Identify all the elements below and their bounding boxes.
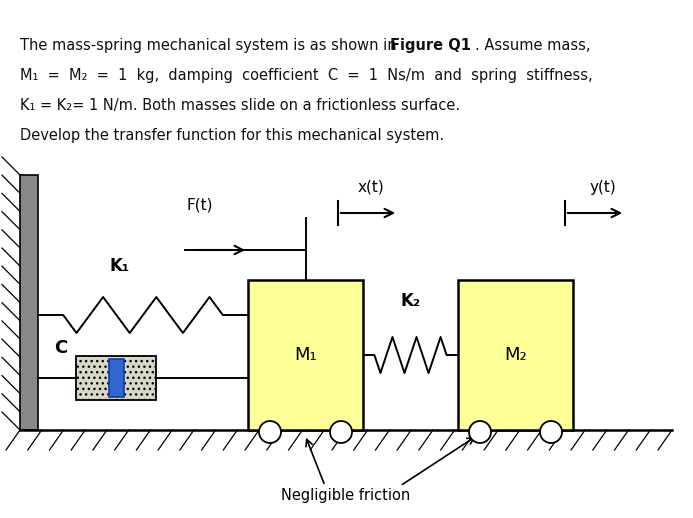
Circle shape — [330, 421, 352, 443]
Text: K₁ = K₂= 1 N/m. Both masses slide on a frictionless surface.: K₁ = K₂= 1 N/m. Both masses slide on a f… — [20, 98, 460, 113]
Text: M₁  =  M₂  =  1  kg,  damping  coefficient  C  =  1  Ns/m  and  spring  stiffnes: M₁ = M₂ = 1 kg, damping coefficient C = … — [20, 68, 593, 83]
Text: Negligible friction: Negligible friction — [281, 488, 411, 503]
Bar — [458, 280, 573, 430]
Bar — [20, 175, 38, 430]
Text: M₁: M₁ — [294, 346, 317, 364]
Text: x(t): x(t) — [358, 180, 385, 195]
Circle shape — [259, 421, 281, 443]
Circle shape — [540, 421, 562, 443]
Text: The mass-spring mechanical system is as shown in: The mass-spring mechanical system is as … — [20, 38, 401, 53]
Circle shape — [469, 421, 491, 443]
Text: M₂: M₂ — [504, 346, 527, 364]
Text: K₁: K₁ — [110, 257, 130, 275]
Text: C: C — [54, 339, 67, 357]
Bar — [248, 280, 363, 430]
Bar — [109, 359, 123, 397]
Text: Figure Q1: Figure Q1 — [390, 38, 471, 53]
Text: . Assume mass,: . Assume mass, — [475, 38, 590, 53]
Text: K₂: K₂ — [401, 292, 421, 310]
Text: Develop the transfer function for this mechanical system.: Develop the transfer function for this m… — [20, 128, 444, 143]
Text: y(t): y(t) — [590, 180, 617, 195]
Text: F(t): F(t) — [187, 198, 213, 213]
Bar — [76, 356, 156, 400]
